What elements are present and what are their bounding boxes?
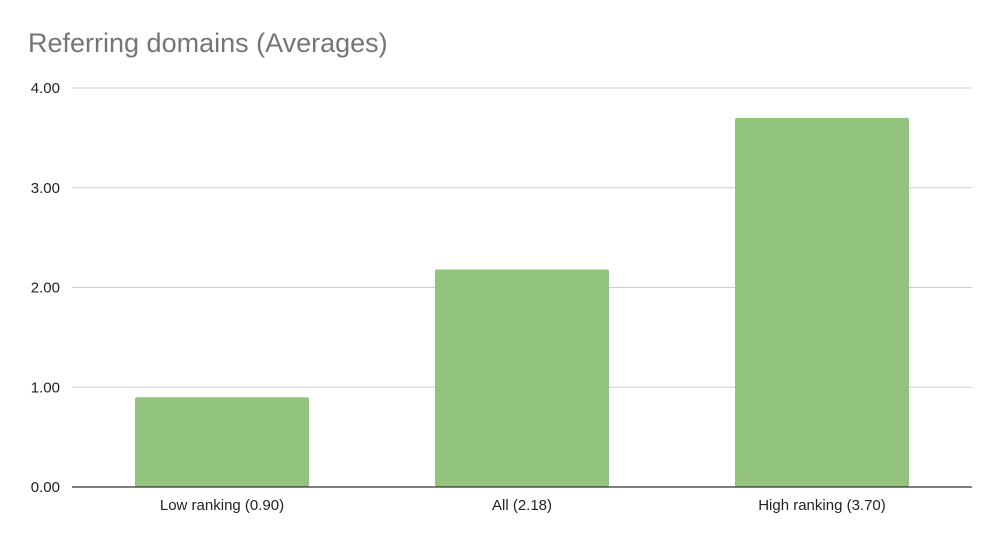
y-tick-label: 4.00: [31, 80, 60, 97]
bars: [135, 117, 909, 488]
y-tick-label: 2.00: [31, 280, 60, 297]
bar: [735, 117, 909, 488]
x-tick-label: All (2.18): [492, 497, 552, 514]
y-tick-label: 3.00: [31, 180, 60, 197]
bar: [435, 269, 609, 487]
axes: 0.00 1.00 2.00 3.00 4.00 Low ranking (0.90) Al…: [31, 80, 972, 514]
y-tick-label: 1.00: [31, 379, 60, 396]
bar: [135, 397, 309, 487]
chart-title: Referring domains (Averages): [28, 28, 388, 58]
y-tick-label: 0.00: [31, 479, 60, 496]
x-tick-label: High ranking (3.70): [758, 497, 886, 514]
x-tick-label: Low ranking (0.90): [160, 497, 284, 514]
